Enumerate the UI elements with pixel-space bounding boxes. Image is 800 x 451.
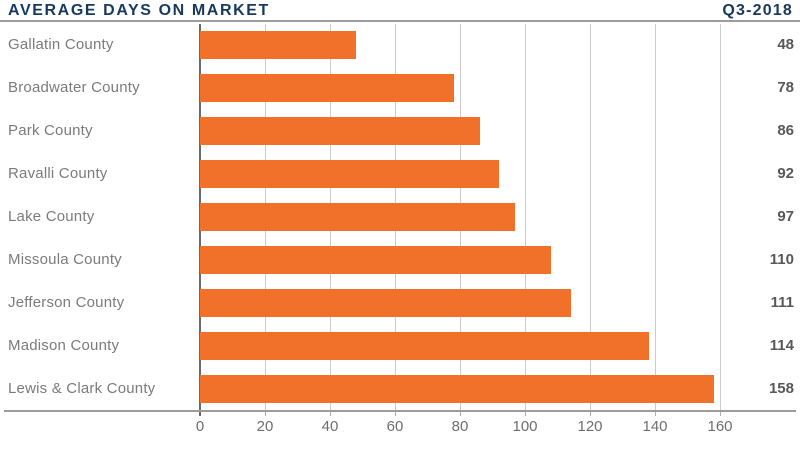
chart-period: Q3-2018: [722, 2, 793, 19]
axis-tick: [330, 412, 331, 416]
axis-tick: [655, 412, 656, 416]
bar: [200, 31, 356, 60]
value-label: 97: [777, 208, 794, 225]
category-label: Ravalli County: [8, 165, 108, 183]
bar: [200, 74, 454, 103]
x-axis-tick-label: 20: [256, 418, 274, 435]
chart-title: AVERAGE DAYS ON MARKET: [8, 2, 270, 19]
axis-tick: [460, 412, 461, 416]
x-axis-tick-label: 140: [642, 418, 668, 435]
bar: [200, 288, 571, 317]
axis-tick: [590, 412, 591, 416]
axis-tick: [265, 412, 266, 416]
x-axis-tick-label: 40: [321, 418, 339, 435]
x-axis-tick-label: 160: [707, 418, 733, 435]
x-axis-tick-label: 60: [386, 418, 404, 435]
x-axis-tick-label: 120: [577, 418, 603, 435]
value-label: 48: [777, 36, 794, 54]
bar: [200, 331, 649, 360]
category-label: Jefferson County: [8, 293, 125, 311]
category-label: Madison County: [8, 336, 120, 354]
value-label: 111: [770, 293, 794, 311]
axis-tick: [525, 412, 526, 416]
x-axis-line: [4, 410, 796, 412]
bar: [200, 203, 516, 231]
value-label: 158: [768, 379, 794, 397]
value-label: 92: [777, 165, 794, 183]
category-label: Missoula County: [8, 250, 122, 268]
category-label: Lewis & Clark County: [8, 379, 156, 397]
chart-header: AVERAGE DAYS ON MARKET Q3-2018: [0, 0, 800, 22]
gridline: [655, 24, 656, 410]
bar: [200, 245, 551, 274]
bar: [200, 117, 480, 146]
gridline: [590, 24, 591, 410]
gridline: [720, 24, 721, 410]
bar: [200, 374, 714, 403]
axis-tick: [720, 412, 721, 416]
value-label: 86: [777, 122, 794, 140]
value-label: 78: [777, 79, 794, 97]
category-label: Lake County: [8, 208, 95, 225]
value-label: 110: [769, 250, 794, 268]
gridline: [525, 24, 526, 410]
x-axis-tick-label: 100: [512, 418, 538, 435]
bar: [200, 160, 499, 189]
x-axis-tick-label: 80: [451, 418, 469, 435]
category-label: Park County: [8, 122, 93, 140]
axis-tick: [395, 412, 396, 416]
value-label: 114: [769, 336, 794, 354]
category-label: Gallatin County: [8, 36, 114, 54]
x-axis-tick-label: 0: [195, 418, 205, 435]
category-label: Broadwater County: [8, 79, 140, 97]
